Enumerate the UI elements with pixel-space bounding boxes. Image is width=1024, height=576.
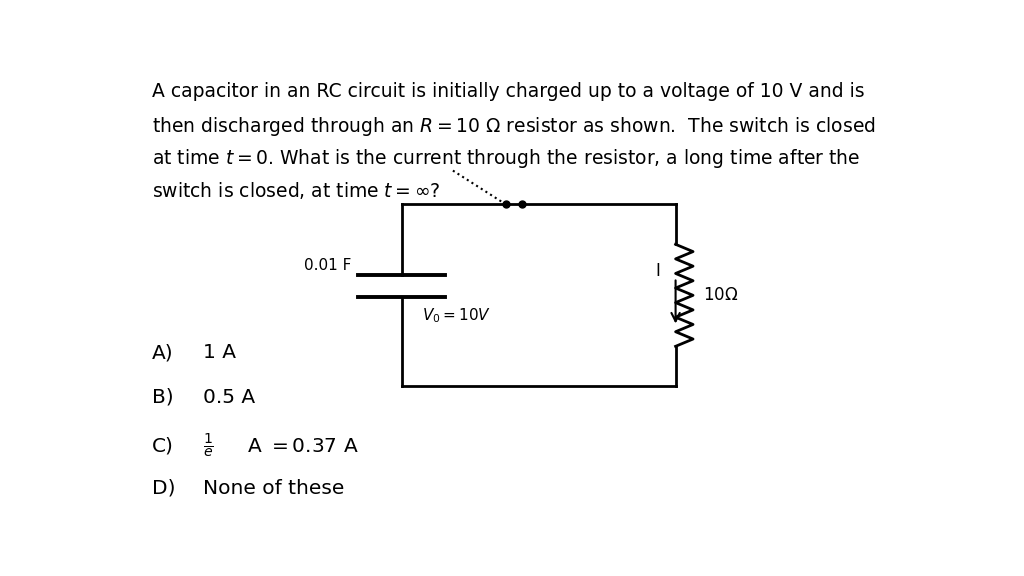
Text: A $= 0.37$ A: A $= 0.37$ A xyxy=(247,437,358,456)
Text: 1 A: 1 A xyxy=(204,343,237,362)
Text: D): D) xyxy=(152,479,175,498)
Text: A): A) xyxy=(152,343,173,362)
Text: C): C) xyxy=(152,437,174,456)
Text: None of these: None of these xyxy=(204,479,345,498)
Text: switch is closed, at time $t = \infty$?: switch is closed, at time $t = \infty$? xyxy=(152,180,440,200)
Text: then discharged through an $R = 10\ \Omega$ resistor as shown.  The switch is cl: then discharged through an $R = 10\ \Ome… xyxy=(152,115,876,138)
Text: at time $t = 0$. What is the current through the resistor, a long time after the: at time $t = 0$. What is the current thr… xyxy=(152,147,860,170)
Text: $\frac{1}{e}$: $\frac{1}{e}$ xyxy=(204,432,214,460)
Text: $10\Omega$: $10\Omega$ xyxy=(702,286,738,304)
Text: 0.5 A: 0.5 A xyxy=(204,388,256,407)
Text: I: I xyxy=(655,262,660,280)
Text: A capacitor in an RC circuit is initially charged up to a voltage of 10 V and is: A capacitor in an RC circuit is initiall… xyxy=(152,82,864,101)
Text: $V_0 = 10V$: $V_0 = 10V$ xyxy=(422,306,490,325)
Text: B): B) xyxy=(152,388,173,407)
Text: 0.01 F: 0.01 F xyxy=(304,258,352,273)
